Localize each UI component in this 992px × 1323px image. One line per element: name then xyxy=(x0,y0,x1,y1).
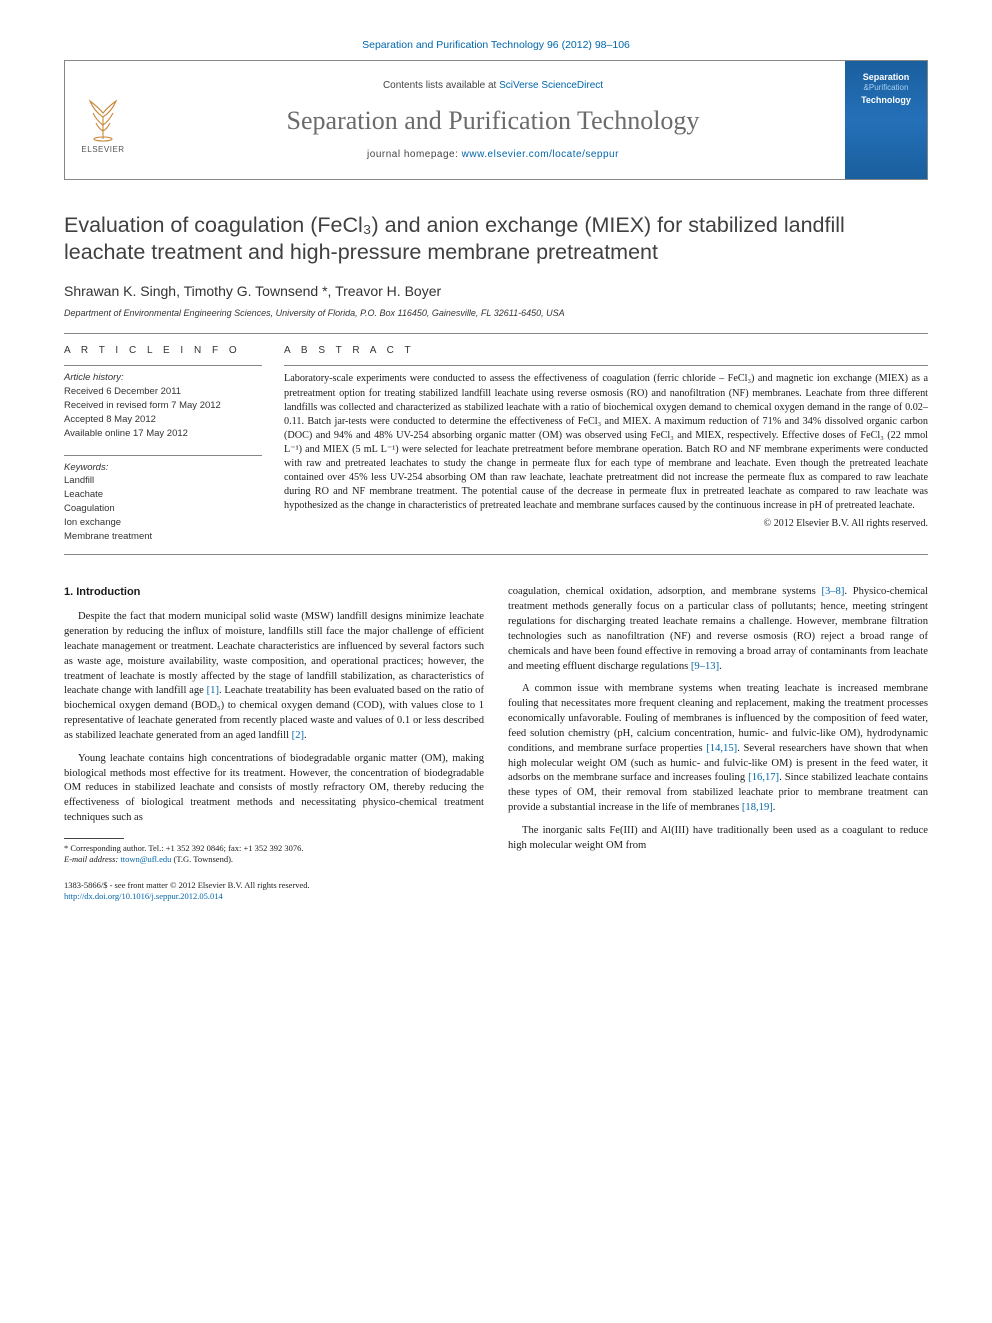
paragraph: A common issue with membrane systems whe… xyxy=(508,682,928,815)
citation-link[interactable]: [9–13] xyxy=(691,661,719,672)
journal-homepage: journal homepage: www.elsevier.com/locat… xyxy=(367,148,619,162)
article-info-heading: A R T I C L E I N F O xyxy=(64,344,262,358)
journal-reference: Separation and Purification Technology 9… xyxy=(64,38,928,52)
history-revised: Received in revised form 7 May 2012 xyxy=(64,400,262,413)
doi-link[interactable]: http://dx.doi.org/10.1016/j.seppur.2012.… xyxy=(64,891,223,901)
homepage-url[interactable]: www.elsevier.com/locate/seppur xyxy=(462,149,619,160)
abstract-divider xyxy=(284,365,928,366)
citation-link[interactable]: [14,15] xyxy=(706,743,737,754)
journal-cover-thumbnail: Separation &Purification Technology xyxy=(845,61,927,179)
contents-prefix: Contents lists available at xyxy=(383,80,499,91)
citation-link[interactable]: [3–8] xyxy=(821,586,844,597)
text: . xyxy=(304,730,307,741)
keyword: Coagulation xyxy=(64,503,262,516)
header-center: Contents lists available at SciVerse Sci… xyxy=(141,61,845,179)
contents-available: Contents lists available at SciVerse Sci… xyxy=(383,79,603,93)
article-info: A R T I C L E I N F O Article history: R… xyxy=(64,344,262,544)
abstract-text: Laboratory-scale experiments were conduc… xyxy=(284,372,928,513)
page-footer: 1383-5866/$ - see front matter © 2012 El… xyxy=(64,880,484,903)
text: . xyxy=(773,802,776,813)
section-heading: 1. Introduction xyxy=(64,585,484,600)
paragraph: Young leachate contains high concentrati… xyxy=(64,752,484,826)
email-label: E-mail address: xyxy=(64,854,118,864)
abstract-heading: A B S T R A C T xyxy=(284,344,928,358)
history-online: Available online 17 May 2012 xyxy=(64,428,262,441)
body-columns: 1. Introduction Despite the fact that mo… xyxy=(64,585,928,902)
publisher-name: ELSEVIER xyxy=(81,145,124,156)
text: . xyxy=(719,661,722,672)
corr-text: * Corresponding author. Tel.: +1 352 392… xyxy=(64,843,304,853)
keywords-block: Keywords: Landfill Leachate Coagulation … xyxy=(64,455,262,544)
keyword: Membrane treatment xyxy=(64,531,262,544)
footnote-separator xyxy=(64,838,124,839)
paragraph: The inorganic salts Fe(III) and Al(III) … xyxy=(508,824,928,854)
text: coagulation, chemical oxidation, adsorpt… xyxy=(508,586,821,597)
abstract: A B S T R A C T Laboratory-scale experim… xyxy=(284,344,928,544)
journal-header: ELSEVIER Contents lists available at Sci… xyxy=(64,60,928,180)
journal-title: Separation and Purification Technology xyxy=(287,103,700,138)
elsevier-tree-icon xyxy=(78,85,128,145)
info-divider-1 xyxy=(64,365,262,366)
sciencedirect-link[interactable]: SciVerse ScienceDirect xyxy=(499,80,603,91)
affiliation: Department of Environmental Engineering … xyxy=(64,307,928,319)
citation-link[interactable]: [16,17] xyxy=(748,772,779,783)
article-title: Evaluation of coagulation (FeCl₃) and an… xyxy=(64,212,928,266)
text: Despite the fact that modern municipal s… xyxy=(64,611,484,696)
cover-line-1: Separation xyxy=(863,71,910,83)
info-abstract-row: A R T I C L E I N F O Article history: R… xyxy=(64,344,928,544)
citation-link[interactable]: [1] xyxy=(207,685,219,696)
authors: Shrawan K. Singh, Timothy G. Townsend *,… xyxy=(64,282,928,301)
cover-line-2: &Purification xyxy=(864,83,909,94)
keyword: Landfill xyxy=(64,475,262,488)
paragraph: coagulation, chemical oxidation, adsorpt… xyxy=(508,585,928,674)
keywords-label: Keywords: xyxy=(64,462,262,475)
email-link[interactable]: ttown@ufl.edu xyxy=(120,854,171,864)
right-column: coagulation, chemical oxidation, adsorpt… xyxy=(508,585,928,902)
article-history-label: Article history: xyxy=(64,372,262,385)
publisher-logo: ELSEVIER xyxy=(65,61,141,179)
divider-bottom xyxy=(64,554,928,555)
paragraph: Despite the fact that modern municipal s… xyxy=(64,610,484,743)
issn-line: 1383-5866/$ - see front matter © 2012 El… xyxy=(64,880,310,890)
corresponding-author-footnote: * Corresponding author. Tel.: +1 352 392… xyxy=(64,843,484,866)
left-column: 1. Introduction Despite the fact that mo… xyxy=(64,585,484,902)
email-who: (T.G. Townsend). xyxy=(171,854,233,864)
homepage-prefix: journal homepage: xyxy=(367,149,462,160)
keyword: Ion exchange xyxy=(64,517,262,530)
divider-top xyxy=(64,333,928,334)
keyword: Leachate xyxy=(64,489,262,502)
history-received: Received 6 December 2011 xyxy=(64,386,262,399)
authors-text: Shrawan K. Singh, Timothy G. Townsend *,… xyxy=(64,283,441,299)
info-divider-2 xyxy=(64,455,262,456)
cover-line-3: Technology xyxy=(861,94,911,106)
citation-link[interactable]: [2] xyxy=(292,730,304,741)
text: . Physico-chemical treatment methods gen… xyxy=(508,586,928,671)
citation-link[interactable]: [18,19] xyxy=(742,802,773,813)
history-accepted: Accepted 8 May 2012 xyxy=(64,414,262,427)
abstract-copyright: © 2012 Elsevier B.V. All rights reserved… xyxy=(284,517,928,531)
